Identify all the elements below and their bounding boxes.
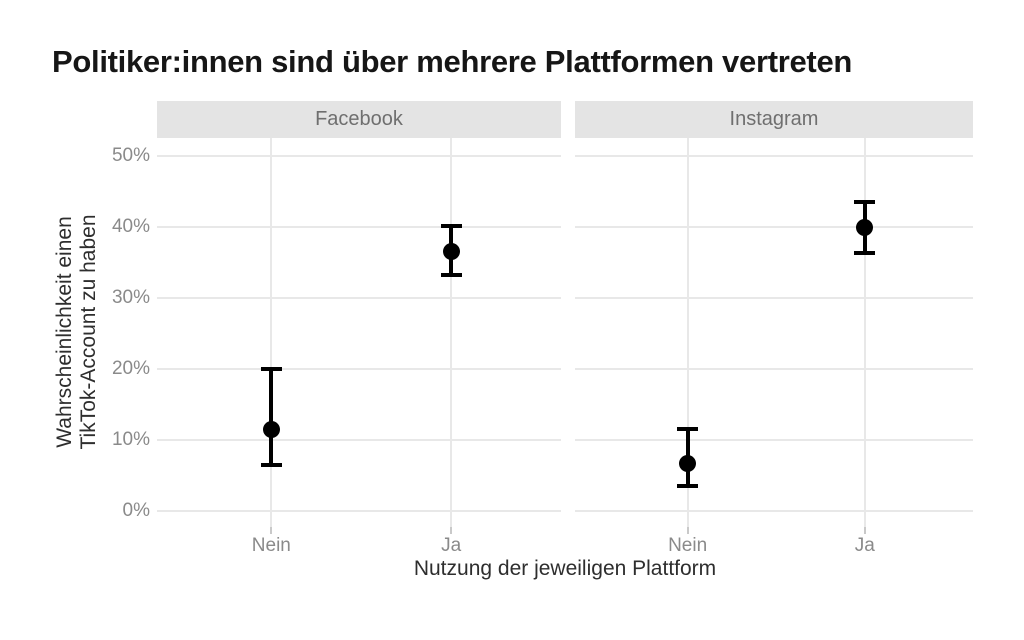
point-estimate-dot bbox=[442, 242, 460, 260]
point-estimate-dot bbox=[262, 420, 280, 438]
gridline-horizontal bbox=[575, 297, 973, 300]
errorbar-cap-top bbox=[854, 199, 876, 204]
y-axis-title-line1: Wahrscheinlichkeit einen bbox=[53, 216, 76, 448]
x-axis-tick-label: Nein bbox=[668, 535, 708, 556]
x-axis-tick-mark bbox=[863, 527, 866, 534]
gridline-horizontal bbox=[575, 226, 973, 229]
y-axis-title: Wahrscheinlichkeit einen TikTok-Account … bbox=[53, 214, 101, 449]
facet-strip: Instagram bbox=[575, 101, 973, 138]
errorbar-cap-top bbox=[440, 223, 462, 228]
point-estimate-dot bbox=[856, 218, 874, 236]
point-estimate-dot bbox=[679, 455, 697, 473]
facet-strip: Facebook bbox=[157, 101, 561, 138]
errorbar-cap-top bbox=[260, 366, 282, 371]
gridline-horizontal bbox=[575, 367, 973, 370]
facet-strip-label: Facebook bbox=[315, 108, 403, 130]
gridline-horizontal bbox=[575, 438, 973, 441]
x-axis-tick-label: Ja bbox=[441, 535, 462, 556]
gridline-vertical bbox=[270, 138, 273, 527]
errorbar-cap-bottom bbox=[677, 483, 699, 488]
gridline-horizontal bbox=[575, 509, 973, 512]
x-axis-tick-label: Nein bbox=[251, 535, 291, 556]
x-axis-tick-mark bbox=[450, 527, 453, 534]
gridline-vertical bbox=[450, 138, 453, 527]
gridline-horizontal bbox=[157, 155, 561, 158]
facet-panel bbox=[157, 138, 561, 527]
x-axis-tick-label: Ja bbox=[854, 535, 875, 556]
gridline-vertical bbox=[863, 138, 866, 527]
gridline-horizontal bbox=[157, 438, 561, 441]
y-axis-tick-label: 0% bbox=[122, 499, 150, 521]
facet-panel bbox=[575, 138, 973, 527]
x-axis-tick-mark bbox=[270, 527, 273, 534]
errorbar-line bbox=[269, 368, 274, 465]
y-axis-tick-label: 30% bbox=[111, 287, 150, 309]
errorbar-cap-bottom bbox=[260, 462, 282, 467]
gridline-vertical bbox=[686, 138, 689, 527]
chart-title: Politiker:innen sind über mehrere Plattf… bbox=[52, 44, 853, 79]
y-axis-title-line2: TikTok-Account zu haben bbox=[77, 214, 100, 450]
y-axis-tick-label: 10% bbox=[111, 428, 150, 450]
y-axis-tick-label: 50% bbox=[111, 145, 150, 167]
gridline-horizontal bbox=[157, 509, 561, 512]
gridline-horizontal bbox=[157, 226, 561, 229]
errorbar-cap-bottom bbox=[440, 272, 462, 277]
gridline-horizontal bbox=[157, 297, 561, 300]
gridline-horizontal bbox=[575, 155, 973, 158]
x-axis-tick-mark bbox=[686, 527, 689, 534]
x-axis-title: Nutzung der jeweiligen Plattform bbox=[413, 557, 717, 580]
errorbar-cap-top bbox=[677, 426, 699, 431]
gridline-horizontal bbox=[157, 367, 561, 370]
y-axis-tick-label: 40% bbox=[111, 216, 150, 238]
errorbar-cap-bottom bbox=[854, 250, 876, 255]
y-axis-tick-label: 20% bbox=[111, 357, 150, 379]
facet-strip-label: Instagram bbox=[729, 108, 819, 130]
